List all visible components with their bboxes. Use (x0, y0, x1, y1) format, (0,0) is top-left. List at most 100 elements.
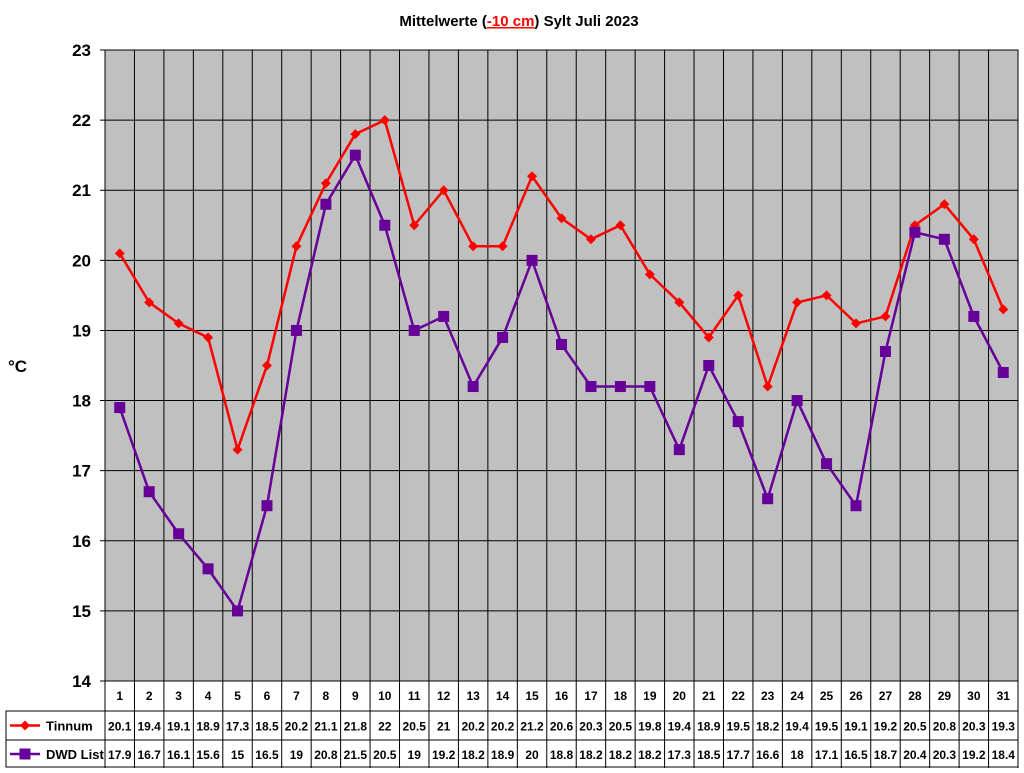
data-point-diamond (556, 213, 567, 224)
y-tick-label: 14 (72, 672, 91, 691)
table-cell: 18.2 (609, 748, 633, 762)
x-tick-label: 31 (997, 689, 1011, 703)
x-tick-label: 13 (466, 689, 480, 703)
data-point-square (556, 338, 567, 350)
table-cell: 18.5 (697, 748, 721, 762)
data-point-square (821, 458, 833, 470)
table-cell: 21.2 (520, 720, 544, 734)
data-point-diamond (232, 444, 243, 455)
x-tick-label: 29 (938, 689, 952, 703)
data-point-diamond (203, 332, 214, 343)
table-cell: 19.4 (785, 720, 809, 734)
data-point-diamond (762, 381, 773, 392)
data-point-square (320, 198, 332, 210)
x-tick-label: 26 (849, 689, 863, 703)
table-cell: 20.8 (314, 748, 338, 762)
table-cell: 18.2 (579, 748, 603, 762)
data-point-diamond (409, 220, 420, 231)
x-tick-label: 6 (264, 689, 271, 703)
data-point-square (379, 219, 391, 231)
data-point-square (261, 500, 273, 512)
data-point-diamond (644, 269, 655, 280)
x-tick-label: 2 (146, 689, 153, 703)
data-point-square (497, 331, 509, 343)
table-cell: 19.3 (992, 720, 1016, 734)
x-tick-label: 7 (293, 689, 300, 703)
table-cell: 18.9 (697, 720, 721, 734)
data-point-diamond (144, 297, 155, 308)
table-cell: 20.5 (373, 748, 397, 762)
data-point-diamond (851, 318, 862, 329)
table-cell: 20.5 (403, 720, 427, 734)
table-cell: 18.8 (550, 748, 574, 762)
x-tick-label: 15 (525, 689, 539, 703)
table-cell: 18.7 (874, 748, 898, 762)
legend-label: DWD List (46, 747, 104, 762)
data-point-square (526, 254, 538, 266)
data-point-diamond (998, 304, 1009, 315)
data-point-diamond (792, 297, 803, 308)
table-cell: 19.8 (638, 720, 662, 734)
table-cell: 19.2 (432, 748, 456, 762)
data-point-square (644, 381, 656, 393)
table-cell: 18.4 (992, 748, 1016, 762)
table-cell: 19.2 (874, 720, 898, 734)
y-tick-label: 16 (72, 532, 91, 551)
legend-label: Tinnum (46, 719, 93, 734)
table-cell: 16.7 (137, 748, 161, 762)
data-point-square (909, 226, 921, 238)
table-cell: 19.4 (668, 720, 692, 734)
table-cell: 20.3 (933, 748, 957, 762)
table-cell: 19.2 (962, 748, 986, 762)
table-cell: 21.5 (344, 748, 368, 762)
data-point-square (232, 605, 244, 617)
data-point-square (202, 563, 214, 575)
table-cell: 19.5 (815, 720, 839, 734)
table-cell: 20.3 (962, 720, 986, 734)
title-part-1: Mittelwerte ( (399, 13, 487, 30)
x-tick-label: 8 (323, 689, 330, 703)
title-part-3: ) Sylt Juli 2023 (534, 13, 638, 30)
plot-background (104, 49, 1019, 682)
table-cell: 17.3 (668, 748, 692, 762)
table-cell: 16.6 (756, 748, 780, 762)
data-point-square (614, 381, 626, 393)
data-point-square (938, 233, 950, 245)
table-cell: 18.2 (638, 748, 662, 762)
table-cell: 19.4 (137, 720, 161, 734)
legend-marker-diamond (20, 720, 30, 731)
table-cell: 20.2 (491, 720, 515, 734)
table-cell: 18.5 (255, 720, 279, 734)
table-cell: 21 (437, 720, 451, 734)
table-cell: 20.6 (550, 720, 574, 734)
data-point-diamond (320, 178, 331, 189)
x-tick-label: 19 (643, 689, 657, 703)
data-point-diamond (939, 199, 950, 210)
x-tick-label: 1 (116, 689, 123, 703)
table-cell: 18.2 (756, 720, 780, 734)
table-cell: 19 (408, 748, 422, 762)
table-cell: 19.1 (167, 720, 191, 734)
x-tick-label: 4 (205, 689, 212, 703)
data-point-diamond (703, 332, 714, 343)
table-cell: 17.9 (108, 748, 132, 762)
plot-area: 14 15 16 17 18 19 20 21 22 23 (72, 41, 1019, 691)
data-point-square (349, 149, 361, 161)
data-point-diamond (350, 129, 361, 140)
data-point-square (850, 500, 862, 512)
y-tick-label: 20 (72, 251, 91, 270)
table-cell: 20.8 (933, 720, 957, 734)
y-tick-label: 21 (72, 181, 91, 200)
table-cell: 19.5 (727, 720, 751, 734)
data-point-diamond (821, 290, 832, 301)
data-point-diamond (585, 234, 596, 245)
title-highlight: -10 cm (487, 13, 535, 30)
data-point-square (762, 493, 774, 505)
x-tick-label: 27 (879, 689, 893, 703)
data-point-diamond (733, 290, 744, 301)
table-cell: 18.2 (461, 748, 485, 762)
table-cell: 16.5 (844, 748, 868, 762)
data-table: 1 2 3 4 5 6 7 8 9 10 11 12 13 14 15 16 17 18 19 20 21 22 23 24 2… (5, 681, 1019, 768)
y-axis-label: °C (8, 357, 27, 376)
